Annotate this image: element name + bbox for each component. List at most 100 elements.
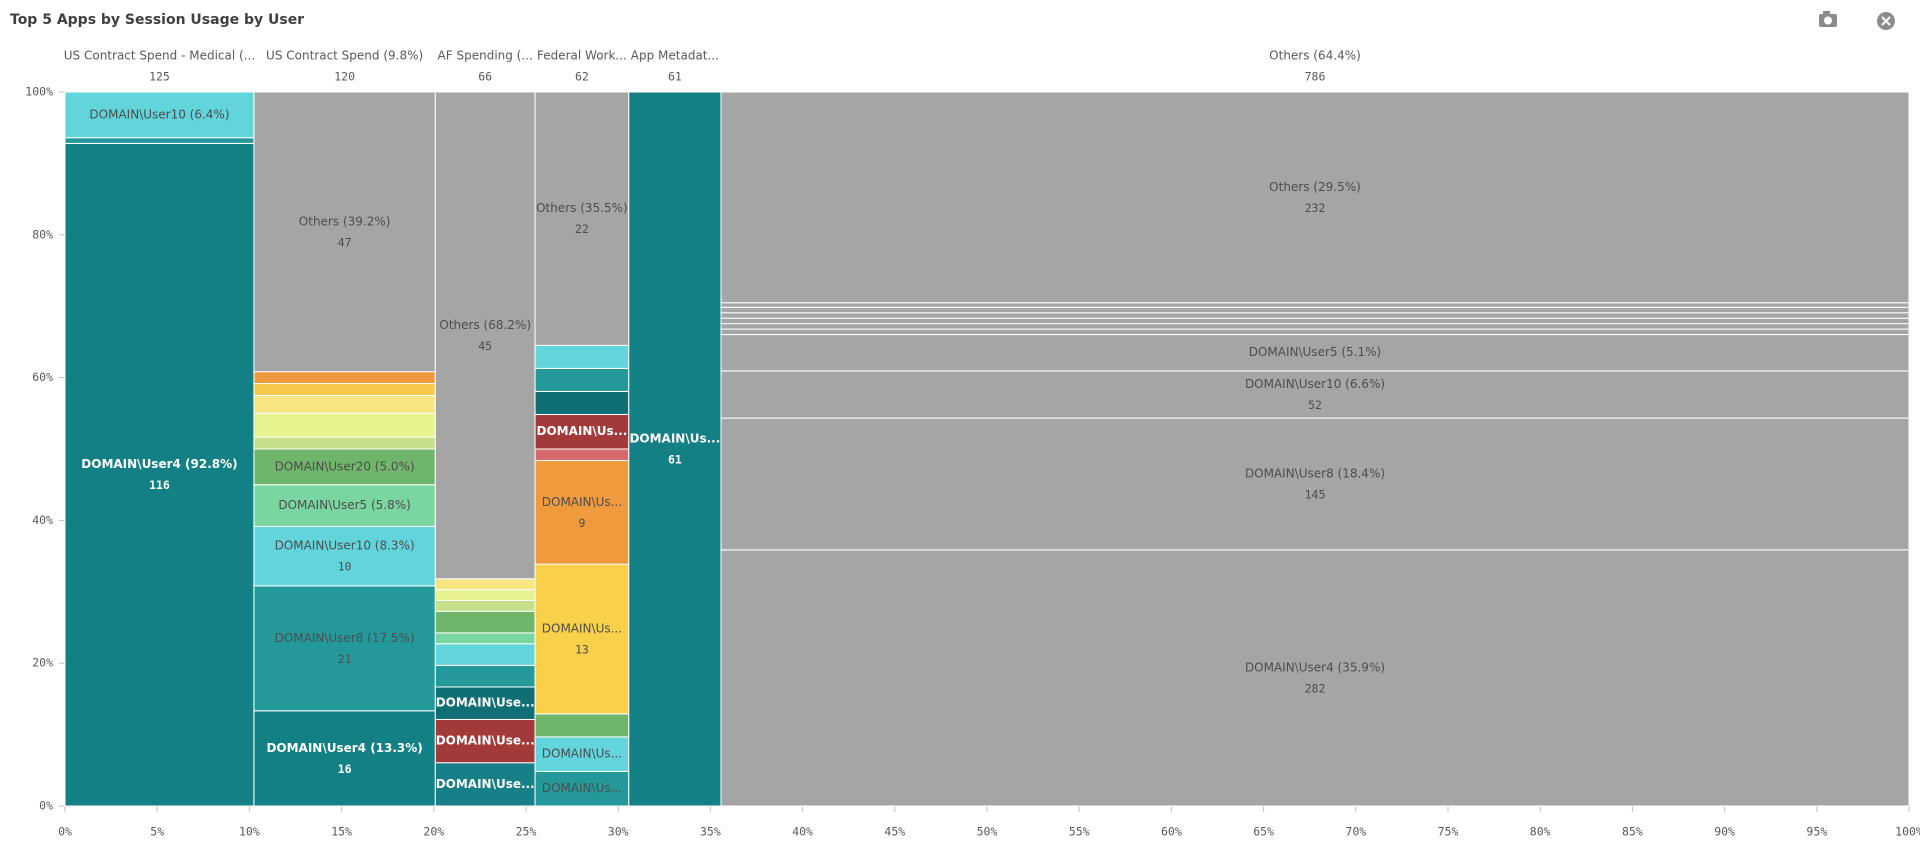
segment[interactable]: [434, 664, 536, 688]
segment[interactable]: [253, 394, 436, 414]
column-total: 61: [668, 70, 682, 84]
segment[interactable]: [720, 317, 1910, 325]
segment-label: DOMAIN\User5 (5.1%): [1249, 345, 1381, 359]
chart-title: Top 5 Apps by Session Usage by User: [10, 12, 304, 28]
segment[interactable]: [534, 344, 630, 369]
segment[interactable]: [253, 585, 436, 712]
segment[interactable]: [720, 328, 1910, 336]
column-label[interactable]: AF Spending (...: [438, 49, 533, 63]
segment[interactable]: [534, 367, 630, 392]
segment[interactable]: [720, 323, 1910, 330]
segment-value: 116: [149, 478, 170, 492]
x-tick-label: 5%: [150, 825, 164, 839]
segment[interactable]: [64, 137, 255, 144]
snapshot-button[interactable]: [1819, 11, 1837, 27]
column-label[interactable]: App Metadat...: [631, 49, 719, 63]
y-tick-label: 20%: [32, 656, 53, 670]
column-label[interactable]: Others (64.4%): [1269, 49, 1361, 63]
segment[interactable]: [534, 736, 630, 772]
segment-label: Others (39.2%): [299, 214, 391, 228]
camera-lens[interactable]: [1824, 16, 1832, 25]
close-button[interactable]: [1877, 12, 1895, 30]
segment[interactable]: [434, 632, 536, 645]
y-tick-label: 80%: [32, 227, 53, 241]
segment-label: Others (68.2%): [439, 318, 531, 332]
segment[interactable]: [534, 460, 630, 565]
x-tick-label: 90%: [1714, 825, 1735, 839]
segment[interactable]: [720, 91, 1910, 304]
segment[interactable]: [434, 91, 536, 580]
segment-value: 16: [338, 762, 352, 776]
segment-label: Others (29.5%): [1269, 180, 1361, 194]
segment-label: DOMAIN\Us...: [542, 622, 622, 636]
segment-label: DOMAIN\User8 (17.5%): [275, 631, 415, 645]
column-label[interactable]: US Contract Spend (9.8%): [266, 49, 423, 63]
segment[interactable]: [434, 578, 536, 591]
column-label[interactable]: US Contract Spend - Medical (...: [64, 49, 255, 63]
segment[interactable]: [720, 417, 1910, 551]
segment[interactable]: [253, 91, 436, 373]
segment[interactable]: [64, 142, 255, 807]
segment-label: DOMAIN\User8 (18.4%): [1245, 466, 1385, 480]
segment-value: 282: [1305, 681, 1326, 695]
segment[interactable]: [720, 549, 1910, 807]
segment-value: 22: [575, 222, 589, 236]
segment[interactable]: [534, 91, 630, 346]
x-tick-label: 50%: [977, 825, 998, 839]
segment[interactable]: [534, 563, 630, 715]
x-tick-label: 75%: [1438, 825, 1459, 839]
segment[interactable]: [434, 599, 536, 612]
segment[interactable]: [534, 448, 630, 462]
x-tick-label: 25%: [516, 825, 537, 839]
segment-value: 45: [478, 339, 492, 353]
close-cross[interactable]: [1881, 16, 1891, 26]
segment[interactable]: [434, 718, 536, 764]
segment[interactable]: [253, 371, 436, 385]
segment[interactable]: [720, 306, 1910, 314]
segment[interactable]: [253, 484, 436, 527]
segment[interactable]: [720, 302, 1910, 308]
segment-label: DOMAIN\User4 (13.3%): [266, 741, 422, 755]
x-tick-label: 0%: [58, 825, 72, 839]
y-tick-label: 0%: [39, 799, 53, 813]
y-tick-label: 100%: [25, 85, 53, 99]
x-tick-label: 100%: [1895, 825, 1920, 839]
segment[interactable]: [534, 413, 630, 450]
segment-label: DOMAIN\Us...: [537, 424, 628, 438]
segment[interactable]: [253, 412, 436, 438]
segment-value: 52: [1308, 398, 1322, 412]
column-label[interactable]: Federal Work...: [537, 49, 627, 63]
x-tick-label: 95%: [1806, 825, 1827, 839]
x-tick-label: 10%: [239, 825, 260, 839]
segment[interactable]: [253, 383, 436, 396]
x-tick-label: 20%: [423, 825, 444, 839]
segment[interactable]: [628, 91, 722, 807]
segment-label: DOMAIN\Us...: [542, 495, 622, 509]
segment[interactable]: [534, 770, 630, 807]
segment-value: 232: [1305, 201, 1326, 215]
segment[interactable]: [253, 436, 436, 450]
segment[interactable]: [253, 710, 436, 807]
column-total: 66: [478, 70, 492, 84]
segment-label: Others (35.5%): [536, 201, 628, 215]
segment-label: DOMAIN\Use...: [436, 777, 535, 791]
segment[interactable]: [720, 312, 1910, 319]
segment-label: DOMAIN\User20 (5.0%): [275, 459, 415, 473]
segment[interactable]: [64, 91, 255, 139]
segment[interactable]: [434, 762, 536, 807]
camera-top[interactable]: [1823, 11, 1830, 15]
segment-value: 47: [338, 235, 352, 249]
segment[interactable]: [434, 643, 536, 666]
segment[interactable]: [434, 589, 536, 601]
segment[interactable]: [534, 713, 630, 738]
segment-value: 21: [338, 652, 352, 666]
column-total: 120: [334, 70, 355, 84]
segment[interactable]: [534, 390, 630, 415]
column-total: 125: [149, 70, 170, 84]
segment[interactable]: [720, 334, 1910, 372]
segment[interactable]: [434, 610, 536, 634]
segment[interactable]: [253, 525, 436, 587]
segment-value: 145: [1305, 487, 1326, 501]
segment[interactable]: [720, 370, 1910, 419]
